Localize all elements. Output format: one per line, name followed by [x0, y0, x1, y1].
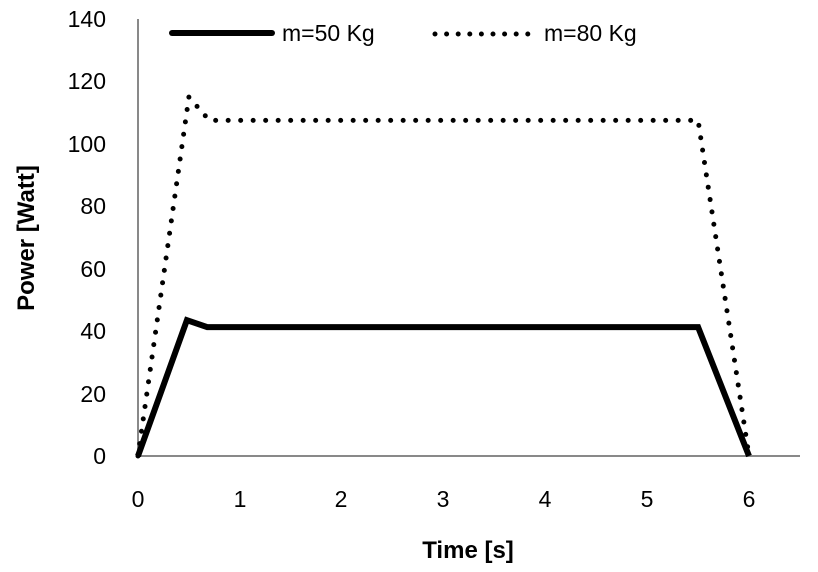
legend-label-m80: m=80 Kg [544, 20, 637, 46]
y-tick-100: 100 [68, 131, 106, 157]
series-m80-line [135, 91, 752, 459]
x-tick-5: 5 [641, 486, 654, 512]
x-tick-1: 1 [234, 486, 247, 512]
y-tick-80: 80 [80, 193, 106, 219]
y-axis-title: Power [Watt] [13, 165, 40, 311]
x-tick-3: 3 [437, 486, 450, 512]
y-tick-0: 0 [93, 443, 106, 469]
y-tick-labels: 0 20 40 60 80 100 120 140 [68, 6, 106, 469]
series-m50-line [135, 316, 752, 458]
x-tick-labels: 0 1 2 3 4 5 6 [132, 486, 756, 512]
x-axis-title: Time [s] [422, 537, 514, 564]
x-tick-0: 0 [132, 486, 145, 512]
y-tick-120: 120 [68, 68, 106, 94]
x-tick-4: 4 [539, 486, 552, 512]
legend: m=50 Kg m=80 Kg [169, 20, 637, 46]
x-tick-2: 2 [335, 486, 348, 512]
x-tick-6: 6 [743, 486, 756, 512]
y-tick-40: 40 [80, 318, 106, 344]
y-tick-140: 140 [68, 6, 106, 32]
y-tick-20: 20 [80, 381, 106, 407]
legend-label-m50: m=50 Kg [282, 20, 375, 46]
y-tick-60: 60 [80, 256, 106, 282]
